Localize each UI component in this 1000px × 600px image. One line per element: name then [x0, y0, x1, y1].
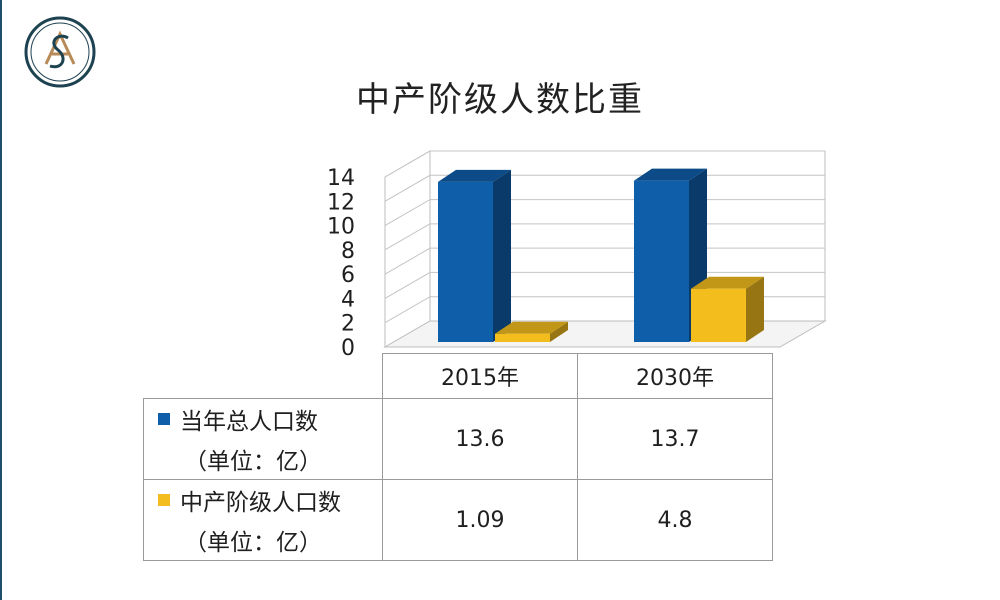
table-header-cell: 2030年	[577, 353, 773, 399]
y-tick-label: 12	[327, 190, 355, 215]
y-tick-label: 10	[327, 215, 355, 240]
table-corner	[143, 353, 383, 399]
bar-series1	[634, 180, 689, 342]
row-label-text: 当年总人口数	[180, 409, 318, 435]
row-label: 中产阶级人口数 （单位：亿）	[143, 479, 383, 561]
row-unit-text: （单位：亿）	[184, 449, 322, 475]
y-tick-label: 2	[341, 312, 355, 337]
row-label: 当年总人口数 （单位：亿）	[143, 398, 383, 480]
legend-swatch-series1	[158, 413, 170, 425]
y-tick-label: 6	[341, 263, 355, 288]
bar-series2	[495, 333, 550, 342]
table-cell: 13.7	[577, 398, 773, 480]
table-cell: 4.8	[577, 479, 773, 561]
company-logo	[24, 16, 96, 88]
table-row: 当年总人口数 （单位：亿） 13.6 13.7	[143, 398, 773, 480]
legend-swatch-series2	[158, 494, 170, 506]
bar-top-series2	[495, 321, 568, 334]
bar-side-series2	[746, 276, 764, 342]
table-header-cell: 2015年	[382, 353, 578, 399]
bar-top-series1	[438, 169, 511, 182]
y-tick-label: 8	[341, 239, 355, 264]
bar-series1	[438, 181, 493, 342]
table-header-row: 2015年 2030年	[143, 353, 773, 399]
table-cell: 1.09	[382, 479, 578, 561]
chart-title: 中产阶级人数比重	[356, 80, 644, 120]
gridline	[384, 150, 825, 178]
table-cell: 13.6	[382, 398, 578, 480]
left-edge-rule	[0, 0, 2, 600]
chart-side-wall	[384, 150, 431, 348]
row-unit-text: （单位：亿）	[184, 530, 322, 556]
table-row: 中产阶级人口数 （单位：亿） 1.09 4.8	[143, 479, 773, 561]
bar-top-series2	[691, 276, 764, 289]
row-label-text: 中产阶级人口数	[180, 490, 341, 516]
bar-side-series1	[493, 169, 511, 342]
bar-side-series2	[550, 321, 568, 342]
y-tick-label: 14	[327, 166, 355, 191]
chart-data-table: 2015年 2030年 当年总人口数 （单位：亿） 13.6 13.7 中产阶级…	[143, 353, 773, 561]
y-tick-label: 4	[341, 287, 355, 312]
bar-series2	[691, 288, 746, 342]
bar-top-series1	[634, 168, 707, 181]
